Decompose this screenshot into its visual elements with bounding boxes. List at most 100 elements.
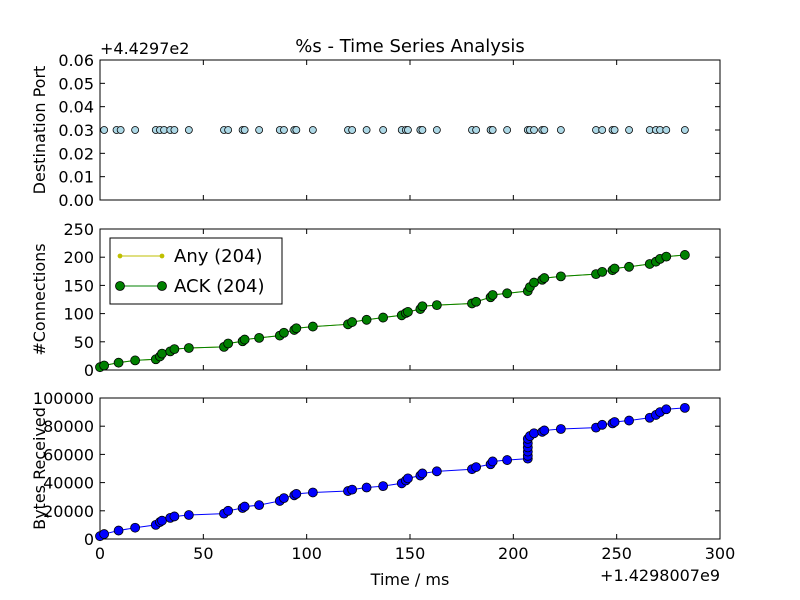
- data-point: [280, 126, 288, 134]
- y-tick-label: 40000: [43, 474, 94, 493]
- data-point: [403, 473, 413, 484]
- x-tick-label: 50: [193, 544, 213, 563]
- data-point: [157, 515, 167, 526]
- data-point: [130, 522, 141, 533]
- subplot-1: 0.00 0.01 0.02 0.03 0.04 0.05 0.06 Destination …: [30, 39, 721, 210]
- data-point: [240, 126, 249, 134]
- data-point: [307, 487, 318, 498]
- y-axis-label: #Connections: [30, 243, 49, 355]
- data-point: [597, 266, 608, 277]
- data-point: [679, 250, 690, 260]
- y-tick-label: 0.01: [58, 168, 94, 187]
- y-tick-label: 0.04: [58, 98, 94, 117]
- data-point: [223, 505, 234, 516]
- data-point: [404, 126, 412, 134]
- y-tick-label: 250: [63, 220, 94, 239]
- data-point: [183, 510, 194, 520]
- data-point: [183, 343, 194, 353]
- y-axis-label: Bytes Received: [30, 407, 49, 530]
- y-tick-label: 0.02: [58, 144, 94, 163]
- legend: Any (204) ACK (204): [109, 237, 283, 305]
- data-point: [130, 355, 141, 366]
- data-point: [610, 126, 619, 134]
- x-tick-label: 150: [395, 544, 426, 563]
- data-point: [362, 126, 371, 134]
- y-tick-label: 60000: [43, 445, 94, 464]
- data-point: [113, 357, 124, 368]
- legend-label: Any (204): [174, 246, 263, 267]
- data-point: [680, 126, 689, 134]
- data-point: [157, 348, 167, 359]
- legend-label: ACK (204): [174, 276, 265, 297]
- data-point: [679, 402, 690, 413]
- y-tick-label: 0.05: [58, 74, 94, 93]
- series-2: [95, 250, 690, 373]
- data-point: [488, 126, 497, 134]
- data-point: [347, 484, 358, 495]
- data-point: [347, 317, 358, 327]
- legend-swatch-marker: [157, 281, 167, 291]
- data-point: [432, 126, 441, 134]
- data-point: [255, 126, 264, 134]
- data-point: [471, 296, 482, 307]
- data-point: [661, 251, 672, 262]
- data-point: [555, 424, 566, 434]
- subplot-3: 0 50 100 150 200 250 300 0 20000 40000 60000 80000 1…: [30, 389, 735, 563]
- data-point: [418, 126, 427, 134]
- data-point: [279, 493, 289, 504]
- subplots: 0.00 0.01 0.02 0.03 0.04 0.05 0.06 Destination …: [30, 39, 735, 563]
- data-point: [116, 126, 125, 134]
- x-tick-label: 300: [705, 544, 736, 563]
- data-point: [99, 529, 110, 539]
- data-point: [417, 468, 428, 479]
- x-tick-label: 200: [498, 544, 529, 563]
- data-point: [530, 126, 538, 134]
- data-point: [661, 404, 672, 415]
- y-tick-label: 0.06: [58, 51, 94, 70]
- data-point: [502, 288, 513, 299]
- y-tick-label: 0: [84, 361, 94, 380]
- data-point: [529, 428, 539, 439]
- data-point: [609, 263, 620, 274]
- data-point: [624, 415, 634, 426]
- data-point: [487, 290, 498, 300]
- data-point: [169, 344, 180, 355]
- data-point: [239, 501, 250, 512]
- y-tick-label: 0: [84, 530, 94, 549]
- x-tick-label: 250: [601, 544, 632, 563]
- y-tick-label: 100000: [33, 389, 94, 408]
- data-point: [597, 419, 608, 430]
- data-point: [361, 482, 372, 493]
- data-point: [170, 126, 179, 134]
- data-point: [555, 271, 566, 282]
- x-axis-label: Time / ms: [370, 570, 450, 589]
- figure-title: %s - Time Series Analysis: [295, 36, 524, 57]
- data-point: [529, 277, 539, 288]
- data-point: [503, 126, 512, 134]
- data-point: [348, 126, 357, 134]
- y-tick-label: 0.03: [58, 121, 94, 140]
- legend-swatch-marker: [159, 253, 165, 259]
- data-point: [307, 321, 318, 332]
- data-point: [224, 126, 233, 134]
- data-point: [378, 312, 389, 323]
- series-1: [100, 126, 689, 134]
- data-point: [99, 360, 110, 371]
- data-point: [540, 126, 549, 134]
- data-point: [556, 126, 565, 134]
- legend-frame: [109, 237, 283, 305]
- data-point: [539, 273, 550, 283]
- data-point: [625, 126, 633, 134]
- data-point: [431, 300, 442, 311]
- data-point: [279, 327, 289, 338]
- data-point: [624, 261, 634, 272]
- y-tick-label: 100: [63, 305, 94, 324]
- data-point: [291, 323, 302, 334]
- y-tick-label: 0.00: [58, 191, 94, 210]
- y-tick-label: 150: [63, 276, 94, 295]
- x-offset-label: +1.4298007e9: [600, 566, 720, 585]
- data-point: [598, 126, 607, 134]
- y-offset-label: +4.4297e2: [100, 39, 189, 58]
- data-point: [487, 456, 498, 467]
- data-point: [502, 455, 513, 465]
